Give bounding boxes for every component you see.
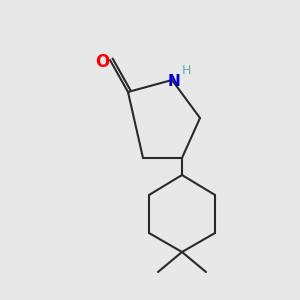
Text: H: H [181, 64, 191, 76]
Text: N: N [168, 74, 180, 89]
Text: O: O [95, 53, 109, 71]
